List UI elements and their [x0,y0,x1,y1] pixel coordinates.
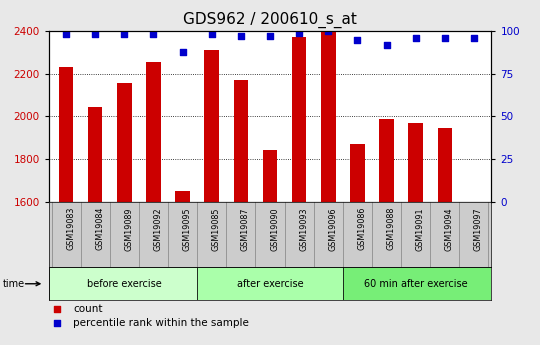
Text: GSM19093: GSM19093 [299,207,308,250]
Point [441,35,449,41]
Bar [117,83,132,202]
Bar [197,267,343,300]
Bar [59,67,73,202]
Bar [146,62,161,202]
Point [207,32,216,37]
Text: GSM19086: GSM19086 [357,207,367,250]
Text: 60 min after exercise: 60 min after exercise [364,279,468,289]
Text: GSM19087: GSM19087 [241,207,250,250]
Text: GSM19090: GSM19090 [270,207,279,250]
Text: GSM19084: GSM19084 [95,207,104,250]
Text: before exercise: before exercise [87,279,161,289]
Point [53,306,62,312]
Bar [408,123,423,202]
Bar [350,144,364,202]
Text: GSM19083: GSM19083 [66,207,75,250]
Text: GSM19085: GSM19085 [212,207,221,250]
Point [411,35,420,41]
Point [470,35,478,41]
Bar [292,38,306,202]
Text: GSM19088: GSM19088 [387,207,395,250]
Point [324,28,333,34]
Bar [176,191,190,202]
Bar [49,267,197,300]
Bar [321,32,335,202]
Point [178,49,187,54]
Bar [379,119,394,202]
Text: GSM19097: GSM19097 [474,207,483,251]
Point [91,32,99,37]
Point [120,32,129,37]
Bar [343,267,491,300]
Bar [437,128,452,202]
Point [266,33,274,39]
Bar [88,107,103,202]
Text: GSM19089: GSM19089 [124,207,133,250]
Point [53,321,62,326]
Point [149,32,158,37]
Text: GSM19094: GSM19094 [445,207,454,250]
Point [382,42,391,48]
Text: percentile rank within the sample: percentile rank within the sample [73,318,249,328]
Text: GDS962 / 200610_s_at: GDS962 / 200610_s_at [183,12,357,28]
Text: count: count [73,304,103,314]
Bar [263,149,277,202]
Text: GSM19091: GSM19091 [416,207,424,250]
Point [295,30,303,36]
Text: GSM19092: GSM19092 [153,207,163,251]
Text: GSM19095: GSM19095 [183,207,192,251]
Bar [205,50,219,202]
Point [62,32,70,37]
Text: time: time [3,279,25,289]
Bar [234,80,248,202]
Text: after exercise: after exercise [237,279,303,289]
Point [353,37,362,42]
Point [237,33,245,39]
Text: GSM19096: GSM19096 [328,207,338,250]
